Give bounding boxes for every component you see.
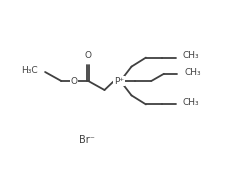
Text: P⁺: P⁺: [114, 76, 124, 86]
Text: H₃C: H₃C: [21, 66, 38, 75]
Text: CH₃: CH₃: [184, 68, 201, 76]
Text: CH₃: CH₃: [182, 51, 199, 60]
Text: O: O: [70, 76, 77, 86]
Text: O: O: [85, 51, 92, 60]
Text: CH₃: CH₃: [182, 98, 199, 107]
Text: Br⁻: Br⁻: [79, 135, 94, 145]
